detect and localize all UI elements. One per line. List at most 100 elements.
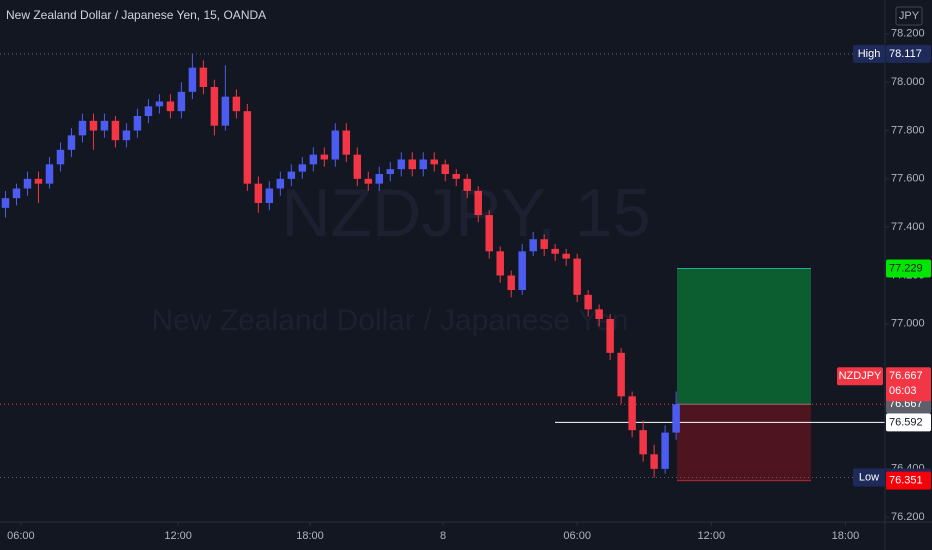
candle-body — [309, 154, 318, 165]
target-zone — [677, 268, 811, 405]
candle-body — [166, 101, 175, 112]
low-value-label-bg — [853, 468, 885, 487]
candle-body — [650, 454, 658, 469]
candle-body — [562, 253, 570, 259]
crosshair-value: 76.592 — [889, 416, 923, 428]
crosshair-value-bg — [886, 413, 931, 432]
candle-body — [342, 130, 351, 155]
x-tick-label: 06:00 — [563, 530, 591, 542]
candle-body — [12, 188, 21, 199]
high-value-label-bg — [853, 44, 885, 63]
candle-body — [474, 190, 482, 216]
currency[interactable]: JPY — [899, 10, 920, 22]
candle-body — [573, 258, 581, 295]
low-value-label: Low — [859, 471, 879, 483]
candle-body — [221, 96, 230, 126]
candle-body — [122, 130, 131, 141]
countdown: 06:03 — [889, 385, 917, 397]
watermark-subtitle: New Zealand Dollar / Japanese Yen — [152, 304, 629, 337]
candle-body — [331, 130, 340, 160]
last-price-label-bg — [837, 367, 883, 386]
candle-body — [243, 111, 252, 184]
last-price-bg — [886, 367, 931, 402]
candle-body — [485, 215, 493, 252]
candle-body — [507, 275, 515, 290]
high-value: 78.117 — [889, 48, 922, 60]
candle-body — [364, 178, 373, 184]
candle-body — [463, 178, 471, 191]
candle-body — [232, 96, 241, 112]
candle-body — [89, 120, 98, 131]
candle-body — [111, 120, 120, 141]
candle-body — [441, 164, 449, 174]
candle-body — [595, 309, 603, 319]
currency-box[interactable] — [895, 6, 923, 26]
y-tick-label: 77.000 — [891, 318, 925, 330]
stop-value-bg — [886, 471, 931, 490]
y-tick-label: 77.400 — [891, 221, 925, 233]
x-tick-label: 06:00 — [7, 530, 35, 542]
candle-body — [408, 159, 417, 170]
y-tick-label: 77.600 — [891, 173, 925, 185]
candle-body — [496, 251, 504, 276]
candle-body — [606, 319, 614, 353]
candle-body — [386, 169, 395, 174]
candle-body — [430, 159, 438, 165]
candle-body — [518, 251, 526, 290]
candle-body — [419, 159, 427, 170]
candle-body — [672, 404, 680, 433]
x-tick-label: 18:00 — [296, 530, 324, 542]
candle-body — [617, 352, 625, 397]
candle-body — [144, 106, 153, 116]
candle-body — [199, 67, 208, 87]
candle-body — [34, 178, 43, 184]
candle-body — [1, 198, 10, 208]
high-value-label: High — [858, 48, 881, 60]
candle-body — [320, 154, 329, 160]
candle-body — [551, 248, 559, 254]
candle-body — [298, 164, 307, 172]
candle-body — [177, 91, 186, 112]
stop-zone — [677, 404, 811, 481]
candle-body — [254, 183, 263, 203]
axes: 76.20076.40076.60076.80077.00077.20077.4… — [7, 28, 931, 542]
y-tick-label: 78.000 — [891, 76, 925, 88]
candle-body — [353, 154, 362, 179]
candle-body — [100, 120, 109, 131]
candle-body — [23, 178, 32, 189]
x-tick-label: 12:00 — [698, 530, 726, 542]
candle-body — [397, 159, 406, 170]
x-tick-label: 18:00 — [832, 530, 860, 542]
target-value: 77.229 — [889, 262, 923, 274]
chart-title: New Zealand Dollar / Japanese Yen, 15, O… — [6, 8, 266, 22]
target-value-bg — [886, 259, 931, 278]
candle-body — [584, 294, 592, 310]
x-tick-label: 8 — [440, 530, 446, 542]
candle-body — [639, 430, 647, 455]
candle-body — [661, 432, 669, 469]
candle-body — [56, 149, 65, 165]
candle-body — [45, 164, 54, 184]
plot — [0, 53, 885, 482]
candle-body — [375, 174, 384, 184]
stop-value: 76.351 — [889, 475, 923, 487]
candle-body — [529, 239, 537, 252]
candle-body — [265, 188, 274, 203]
candle-body — [155, 101, 164, 107]
high-value-bg — [886, 44, 931, 63]
candle-body — [452, 174, 460, 179]
y-tick-label: 76.200 — [891, 511, 925, 523]
last-price-value: 76.667 — [889, 370, 923, 382]
candle-body — [210, 87, 219, 126]
candle-body — [276, 178, 285, 189]
candle-body — [540, 239, 548, 249]
candle-body — [133, 116, 142, 131]
candle-body — [628, 396, 636, 431]
candle-body — [188, 67, 197, 92]
y-tick-label: 78.200 — [891, 28, 925, 40]
last-price-label: NZDJPY — [839, 370, 882, 382]
candle-body — [287, 171, 296, 179]
y-tick-label: 77.800 — [891, 124, 925, 136]
candle-body — [78, 120, 87, 136]
